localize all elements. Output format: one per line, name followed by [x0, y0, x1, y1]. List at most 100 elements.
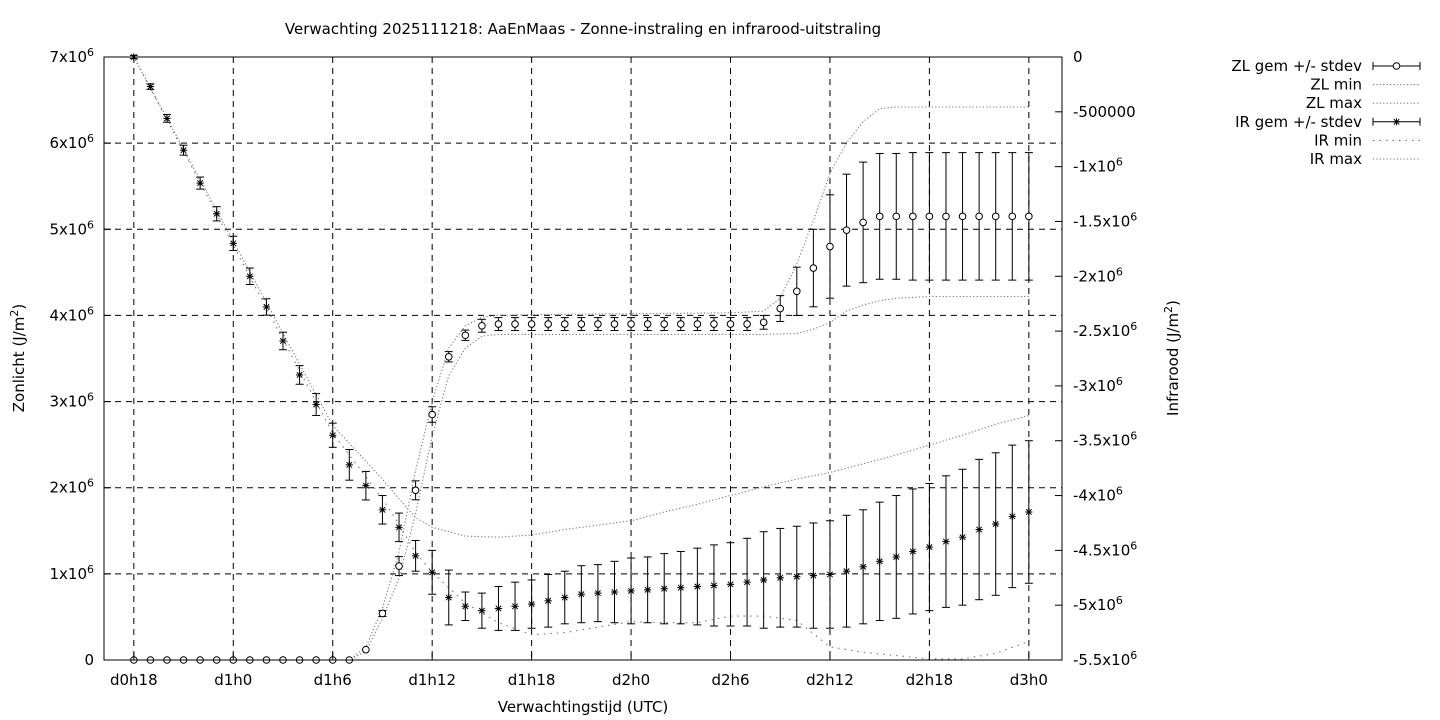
data-point-star — [295, 371, 304, 379]
data-point-circle — [411, 486, 420, 495]
data-point-star — [246, 272, 254, 280]
data-point-circle — [461, 331, 470, 340]
data-point-star — [925, 543, 934, 551]
data-point-star — [461, 602, 469, 610]
data-point-star — [594, 589, 602, 597]
x-tick-label: d2h12 — [806, 671, 854, 689]
y-axis-right-ticks: 0 -500000 -1x106 -1.5x106 -2x106 -2.5x106 -3x1… — [1055, 48, 1137, 669]
data-point-star — [213, 210, 221, 218]
y-right-tick-label: -3x106 — [1073, 375, 1123, 395]
data-point-star — [610, 588, 619, 596]
y-right-tick-label: -5x106 — [1073, 594, 1123, 614]
data-point-star — [577, 590, 585, 598]
error-bars — [129, 54, 1033, 631]
data-point-circle — [991, 212, 1000, 221]
data-point-star — [958, 533, 967, 541]
data-point-circle — [428, 410, 436, 419]
data-point-star — [1025, 508, 1033, 516]
data-point-circle — [958, 212, 967, 221]
data-point-circle — [362, 645, 370, 654]
y-axis-left-ticks: 0 1x106 2x106 3x106 4x106 5x106 6x106 7x106 — [49, 46, 111, 669]
series-lines — [133, 56, 1030, 661]
data-point-circle — [577, 320, 586, 328]
data-point-circle — [594, 320, 602, 328]
y-right-tick-label: -1.5x106 — [1073, 210, 1137, 230]
data-point-star — [743, 578, 751, 586]
data-point-circle — [1025, 212, 1033, 221]
data-point-star — [179, 146, 188, 154]
y-left-tick-label: 7x106 — [49, 46, 94, 66]
data-point-star — [494, 604, 503, 613]
y-left-tick-label: 3x106 — [49, 391, 94, 411]
data-point-star — [312, 400, 320, 409]
data-point-circle — [826, 242, 834, 251]
data-point-circle — [942, 212, 950, 221]
x-tick-label: d1h0 — [214, 671, 252, 689]
data-point-circle — [444, 352, 453, 361]
data-point-star — [163, 114, 171, 122]
data-point-circle — [875, 212, 884, 221]
data-point-circle — [859, 218, 867, 227]
legend-label: IR min — [1314, 131, 1362, 149]
x-tick-label: d2h0 — [612, 671, 650, 689]
y-right-tick-label: -2.5x106 — [1073, 320, 1137, 340]
y-left-tick-label: 1x106 — [49, 563, 94, 583]
data-point-star — [445, 593, 453, 602]
y-right-tick-label: -4x106 — [1073, 485, 1123, 505]
data-point-star — [859, 563, 867, 571]
data-point-star — [511, 602, 519, 610]
plot-frame — [103, 56, 1063, 661]
legend-label: IR max — [1310, 150, 1362, 168]
y-left-tick-label: 5x106 — [49, 218, 94, 238]
data-point-star — [776, 574, 784, 582]
x-axis-ticks: d0h18 d1h0 d1h6 d1h12 d1h18 d2h0 d2h6 d2h12 d2h1… — [110, 653, 1048, 689]
data-point-star — [942, 537, 950, 546]
data-point-star — [411, 552, 420, 560]
data-point-circle — [511, 320, 519, 328]
data-point-star — [345, 461, 353, 469]
series-line-2 — [133, 106, 1029, 661]
data-point-circle — [560, 320, 569, 328]
y-right-tick-label: -1x106 — [1073, 156, 1123, 176]
data-point-star — [561, 593, 569, 602]
data-point-circle — [793, 287, 801, 296]
data-point-circle — [743, 320, 751, 328]
data-point-circle — [676, 320, 685, 328]
y-right-tick-label: -3.5x106 — [1073, 430, 1137, 450]
data-point-star — [478, 607, 486, 615]
legend-swatch-star — [1392, 118, 1401, 126]
data-point-circle — [776, 304, 785, 313]
data-point-circle — [395, 562, 403, 570]
data-point-circle — [610, 320, 619, 328]
data-point-circle — [378, 609, 387, 618]
data-point-circle — [627, 320, 635, 328]
data-point-star — [992, 520, 1000, 528]
data-point-circle — [909, 212, 917, 221]
data-point-star — [279, 337, 287, 345]
data-point-circle — [726, 320, 735, 328]
data-point-star — [677, 584, 685, 592]
data-point-star — [826, 570, 834, 579]
legend-label: ZL gem +/- stdev — [1231, 57, 1362, 75]
y-axis-left-label: Zonlicht (J/m2) — [8, 304, 28, 413]
data-point-star — [1008, 512, 1016, 520]
grid-lines — [104, 57, 1062, 660]
y-right-tick-label: -500000 — [1073, 103, 1136, 121]
x-tick-label: d1h12 — [408, 671, 456, 689]
data-point-circle — [527, 320, 536, 328]
x-tick-label: d0h18 — [110, 671, 158, 689]
x-tick-label: d1h6 — [314, 671, 352, 689]
data-point-circle — [925, 212, 934, 221]
data-point-star — [726, 580, 735, 588]
data-point-star — [892, 553, 900, 561]
data-point-circle — [842, 226, 851, 234]
series-line-1 — [133, 295, 1029, 661]
data-point-star — [760, 576, 768, 584]
y-left-tick-label: 4x106 — [49, 304, 94, 324]
data-point-star — [876, 557, 884, 565]
data-point-star — [378, 506, 387, 514]
data-point-circle — [693, 320, 702, 328]
data-point-star — [627, 587, 635, 595]
